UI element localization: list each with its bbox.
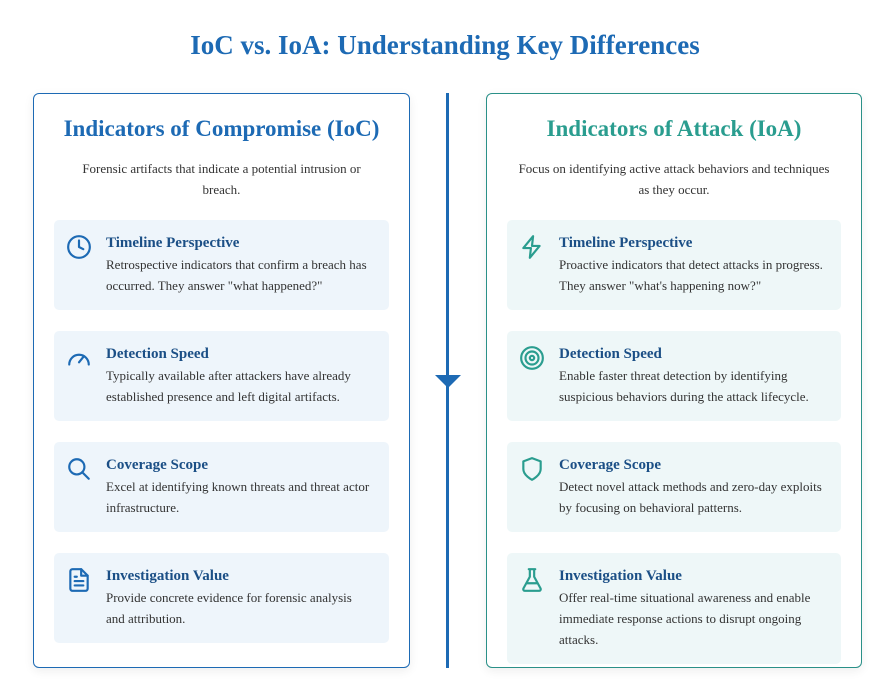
item-title: Timeline Perspective — [559, 235, 693, 251]
ioc-description: Forensic artifacts that indicate a poten… — [82, 161, 361, 197]
ioc-heading: Indicators of Compromise (IoC) — [63, 116, 380, 141]
lightning-icon — [519, 234, 545, 260]
item-text: Excel at identifying known threats and t… — [106, 479, 370, 515]
ioc-item-speed: Detection Speed Typically available after… — [54, 331, 389, 421]
search-icon — [66, 456, 92, 482]
item-text: Retrospective indicators that confirm a … — [106, 257, 367, 293]
item-text: Proactive indicators that detect attacks… — [559, 257, 823, 293]
item-text: Provide concrete evidence for forensic a… — [106, 590, 352, 626]
ioc-item-timeline: Timeline Perspective Retrospective indica… — [54, 220, 389, 310]
ioc-item-investigation: Investigation Value Provide concrete evid… — [54, 553, 389, 643]
clock-icon — [66, 234, 92, 260]
ioa-item-investigation: Investigation Value Offer real-time situa… — [507, 553, 841, 664]
item-title: Coverage Scope — [106, 457, 209, 473]
ioc-card: Indicators of Compromise (IoC) Forensic … — [33, 93, 410, 668]
item-title: Timeline Perspective — [106, 235, 240, 251]
arrow-down-icon — [435, 375, 461, 388]
item-text: Enable faster threat detection by identi… — [559, 368, 809, 404]
item-text: Detect novel attack methods and zero-day… — [559, 479, 822, 515]
item-text: Offer real-time situational awareness an… — [559, 590, 811, 647]
ioa-description: Focus on identifying active attack behav… — [518, 161, 830, 197]
target-icon — [519, 345, 545, 371]
flask-icon — [519, 567, 545, 593]
ioa-card: Indicators of Attack (IoA) Focus on iden… — [486, 93, 862, 668]
document-icon — [66, 567, 92, 593]
shield-icon — [519, 456, 545, 482]
item-title: Investigation Value — [559, 568, 682, 584]
ioa-heading: Indicators of Attack (IoA) — [546, 116, 802, 141]
page-title: IoC vs. IoA: Understanding Key Differenc… — [190, 30, 700, 60]
item-title: Investigation Value — [106, 568, 229, 584]
item-title: Coverage Scope — [559, 457, 662, 473]
ioa-item-speed: Detection Speed Enable faster threat dete… — [507, 331, 841, 421]
gauge-icon — [66, 345, 92, 371]
item-title: Detection Speed — [106, 346, 209, 362]
ioc-item-scope: Coverage Scope Excel at identifying known… — [54, 442, 389, 532]
ioa-item-scope: Coverage Scope Detect novel attack method… — [507, 442, 841, 532]
item-title: Detection Speed — [559, 346, 662, 362]
ioa-item-timeline: Timeline Perspective Proactive indicators… — [507, 220, 841, 310]
item-text: Typically available after attackers have… — [106, 368, 351, 404]
